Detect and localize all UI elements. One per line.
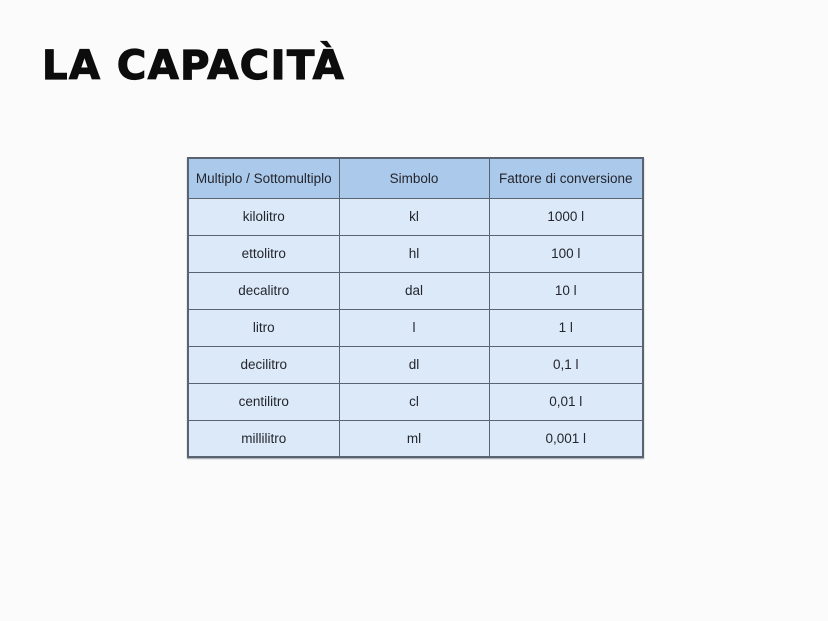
unit-name-cell: millilitro bbox=[187, 419, 340, 458]
conversion-factor-cell: 1 l bbox=[488, 308, 644, 347]
capacity-units-table: Multiplo / Sottomultiplo Simbolo Fattore… bbox=[187, 157, 644, 458]
table-row: decilitro dl 0,1 l bbox=[187, 345, 644, 384]
unit-name-cell: decalitro bbox=[187, 271, 340, 310]
unit-symbol-cell: dal bbox=[338, 271, 490, 310]
header-cell-multiplo-sottomultiplo: Multiplo / Sottomultiplo bbox=[187, 157, 340, 199]
unit-name-cell: centilitro bbox=[187, 382, 340, 421]
unit-name-cell: decilitro bbox=[187, 345, 340, 384]
unit-symbol-cell: l bbox=[338, 308, 490, 347]
conversion-factor-cell: 0,1 l bbox=[488, 345, 644, 384]
header-cell-simbolo: Simbolo bbox=[338, 157, 490, 199]
unit-symbol-cell: cl bbox=[338, 382, 490, 421]
header-cell-fattore-di-conversione: Fattore di conversione bbox=[488, 157, 644, 199]
unit-name-cell: litro bbox=[187, 308, 340, 347]
table-row: decalitro dal 10 l bbox=[187, 271, 644, 310]
slide-title: LA CAPACITÀ bbox=[41, 43, 346, 89]
table-row: ettolitro hl 100 l bbox=[187, 234, 644, 273]
table-header-row: Multiplo / Sottomultiplo Simbolo Fattore… bbox=[187, 157, 644, 199]
unit-symbol-cell: ml bbox=[338, 419, 490, 458]
table-row: kilolitro kl 1000 l bbox=[187, 197, 644, 236]
conversion-factor-cell: 100 l bbox=[488, 234, 644, 273]
unit-name-cell: kilolitro bbox=[187, 197, 340, 236]
table-row: centilitro cl 0,01 l bbox=[187, 382, 644, 421]
table-body: kilolitro kl 1000 l ettolitro hl 100 l d… bbox=[187, 197, 644, 458]
conversion-factor-cell: 0,001 l bbox=[488, 419, 644, 458]
conversion-factor-cell: 0,01 l bbox=[488, 382, 644, 421]
unit-symbol-cell: hl bbox=[338, 234, 490, 273]
table-row: millilitro ml 0,001 l bbox=[187, 419, 644, 458]
table-row: litro l 1 l bbox=[187, 308, 644, 347]
unit-symbol-cell: dl bbox=[338, 345, 490, 384]
conversion-factor-cell: 1000 l bbox=[488, 197, 644, 236]
unit-symbol-cell: kl bbox=[338, 197, 490, 236]
unit-name-cell: ettolitro bbox=[187, 234, 340, 273]
conversion-factor-cell: 10 l bbox=[488, 271, 644, 310]
